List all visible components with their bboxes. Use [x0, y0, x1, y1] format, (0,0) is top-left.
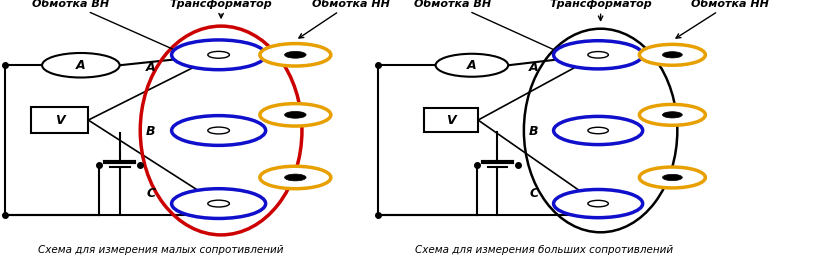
Text: A: A: [467, 59, 477, 72]
Circle shape: [662, 52, 682, 58]
Circle shape: [639, 104, 705, 125]
Text: C: C: [529, 187, 539, 200]
Text: Схема для измерения больших сопротивлений: Схема для измерения больших сопротивлени…: [416, 245, 673, 255]
Text: V: V: [54, 114, 64, 127]
Circle shape: [639, 44, 705, 65]
Circle shape: [172, 189, 266, 218]
Circle shape: [639, 167, 705, 188]
Circle shape: [285, 174, 306, 181]
Circle shape: [588, 127, 608, 134]
FancyBboxPatch shape: [31, 107, 88, 133]
Circle shape: [208, 127, 229, 134]
Text: Обмотка ВН: Обмотка ВН: [413, 0, 561, 53]
Circle shape: [436, 54, 508, 77]
Circle shape: [285, 111, 306, 118]
Circle shape: [260, 104, 331, 126]
Circle shape: [42, 53, 120, 78]
Circle shape: [554, 116, 643, 145]
Circle shape: [554, 41, 643, 69]
Text: Схема для измерения малых сопротивлений: Схема для измерения малых сопротивлений: [38, 245, 284, 255]
Circle shape: [285, 51, 306, 58]
Circle shape: [172, 40, 266, 70]
Circle shape: [208, 200, 229, 207]
Text: Трансформатор: Трансформатор: [549, 0, 652, 20]
FancyBboxPatch shape: [425, 108, 478, 132]
Text: C: C: [146, 187, 156, 200]
Circle shape: [588, 52, 608, 58]
Circle shape: [260, 166, 331, 189]
Text: B: B: [146, 125, 156, 138]
Text: A: A: [146, 61, 156, 74]
Circle shape: [172, 116, 266, 145]
Circle shape: [208, 51, 229, 58]
Text: Трансформатор: Трансформатор: [170, 0, 272, 18]
Text: V: V: [446, 114, 456, 127]
Circle shape: [662, 174, 682, 181]
Circle shape: [588, 200, 608, 207]
Text: A: A: [76, 59, 86, 72]
Circle shape: [662, 112, 682, 118]
Text: Обмотка НН: Обмотка НН: [676, 0, 769, 38]
Circle shape: [260, 44, 331, 66]
Text: Обмотка НН: Обмотка НН: [299, 0, 389, 38]
Circle shape: [554, 189, 643, 218]
Text: A: A: [529, 61, 539, 74]
Text: Обмотка ВН: Обмотка ВН: [31, 0, 182, 53]
Text: B: B: [529, 125, 539, 138]
